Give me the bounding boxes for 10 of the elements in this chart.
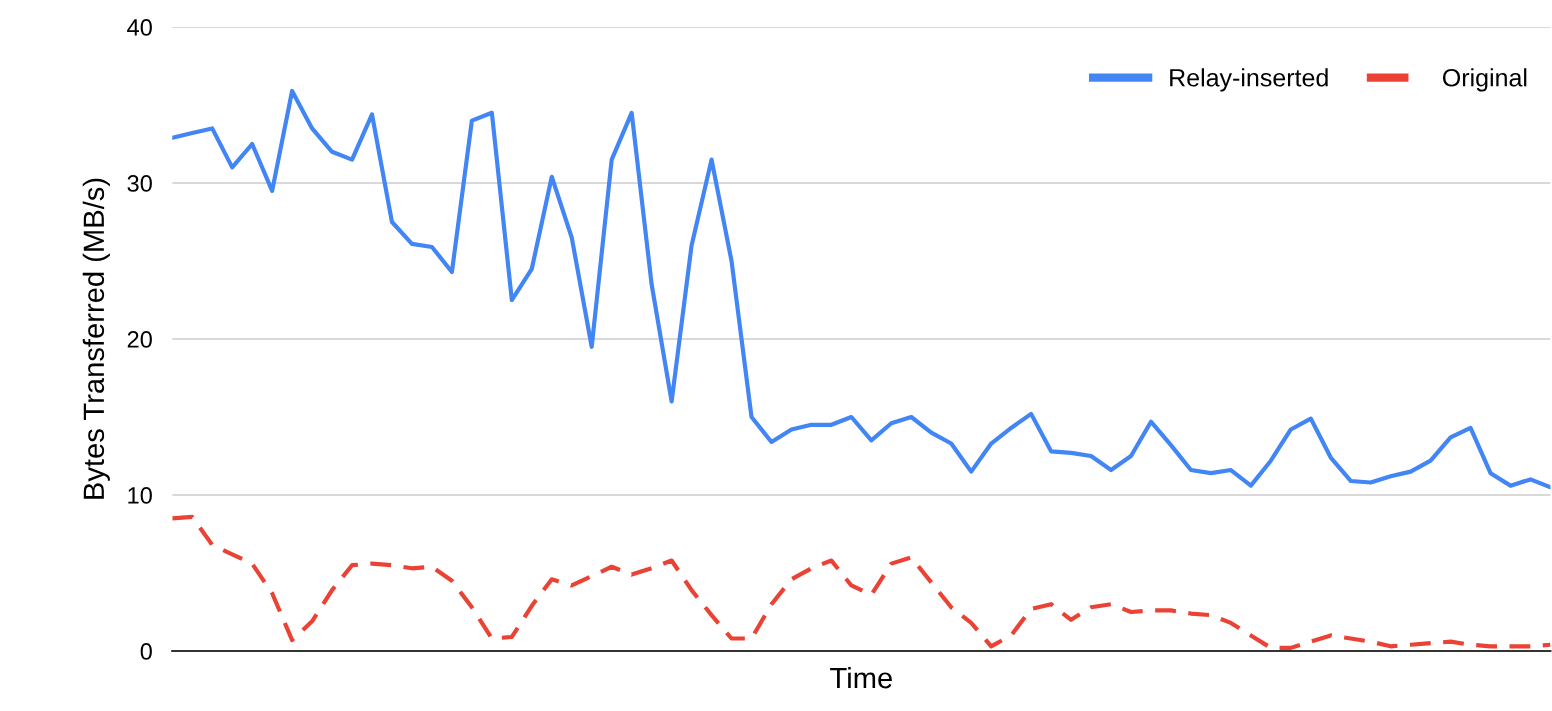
y-tick-label: 20: [127, 331, 152, 348]
x-axis-title: Time: [830, 666, 892, 689]
y-axis-title: Bytes Transferred (MB/s): [82, 178, 110, 499]
y-tick-label: 30: [127, 175, 152, 192]
line-series: [172, 514, 1551, 650]
y-tick-label: 10: [128, 487, 152, 504]
y-tick-label: 0: [140, 643, 152, 660]
legend-label: Original: [1442, 68, 1527, 92]
y-tick-label: 40: [127, 19, 152, 36]
legend-label: Relay-inserted: [1170, 68, 1328, 92]
